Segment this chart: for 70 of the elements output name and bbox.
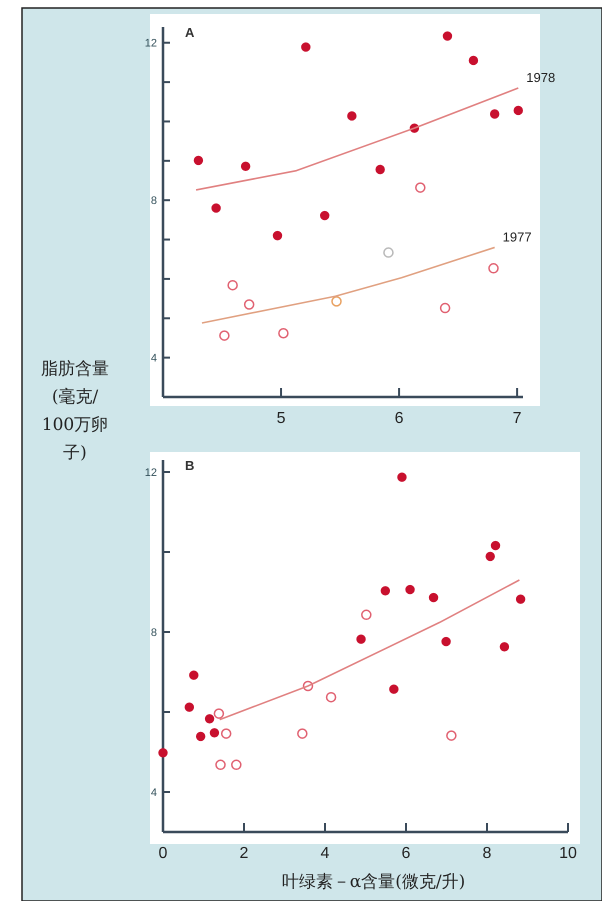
point bbox=[272, 230, 282, 240]
x-tick-label: 4 bbox=[320, 845, 330, 862]
point bbox=[231, 760, 242, 770]
point bbox=[278, 328, 289, 338]
x-tick-label: 8 bbox=[482, 845, 492, 862]
point bbox=[415, 182, 426, 193]
point bbox=[490, 540, 500, 550]
series-label: 1977 bbox=[502, 229, 532, 244]
point bbox=[158, 748, 168, 758]
point bbox=[240, 162, 250, 172]
point bbox=[514, 106, 523, 116]
point bbox=[244, 299, 254, 310]
x-tick-label: 0 bbox=[158, 845, 168, 862]
point bbox=[361, 610, 372, 620]
point bbox=[397, 472, 407, 482]
point bbox=[215, 760, 226, 770]
point bbox=[347, 111, 357, 121]
point bbox=[468, 56, 478, 66]
point bbox=[446, 730, 457, 741]
point bbox=[189, 670, 198, 680]
point bbox=[375, 164, 385, 174]
x-tick-label: 10 bbox=[559, 845, 577, 862]
y-axis-title: 脂肪含量(毫克/100万卵子) bbox=[41, 359, 109, 463]
point bbox=[440, 302, 450, 314]
point bbox=[210, 728, 220, 738]
x-tick-label: 7 bbox=[512, 410, 522, 427]
line-series bbox=[195, 87, 520, 191]
x-tick-label: 6 bbox=[394, 410, 404, 427]
y-tick-label: 4 bbox=[150, 352, 157, 365]
series-label: 1978 bbox=[526, 70, 556, 86]
point bbox=[428, 592, 438, 602]
point bbox=[486, 552, 495, 562]
point bbox=[389, 684, 399, 694]
point bbox=[500, 642, 510, 652]
point bbox=[380, 586, 390, 596]
x-tick-label: 5 bbox=[276, 410, 286, 427]
annotation: A bbox=[185, 25, 195, 40]
point bbox=[442, 31, 452, 41]
x-axis-title: 叶绿素－α含量(微克/升) bbox=[282, 872, 466, 892]
y-tick-label: 8 bbox=[150, 627, 157, 639]
point bbox=[488, 263, 499, 274]
point bbox=[227, 280, 238, 290]
y-tick-label: 4 bbox=[150, 787, 157, 799]
x-tick-label: 2 bbox=[240, 845, 249, 862]
line-series bbox=[201, 246, 496, 324]
point bbox=[331, 296, 342, 307]
point bbox=[516, 594, 526, 604]
y-tick-label: 8 bbox=[150, 195, 157, 208]
point bbox=[219, 330, 230, 341]
point bbox=[220, 728, 232, 739]
y-tick-label: 12 bbox=[144, 38, 157, 50]
point bbox=[405, 584, 415, 594]
point bbox=[326, 692, 336, 702]
point bbox=[204, 714, 214, 724]
point bbox=[301, 42, 311, 52]
point bbox=[302, 680, 314, 692]
point bbox=[196, 732, 206, 742]
point bbox=[383, 247, 394, 258]
point bbox=[211, 203, 221, 213]
point bbox=[184, 702, 194, 712]
point bbox=[320, 210, 330, 220]
point bbox=[214, 708, 224, 719]
point bbox=[490, 109, 500, 119]
annotation: B bbox=[185, 458, 194, 473]
point bbox=[297, 728, 308, 739]
point bbox=[356, 634, 366, 644]
y-tick-label: 12 bbox=[144, 467, 157, 479]
point bbox=[441, 636, 451, 646]
point bbox=[194, 156, 204, 166]
x-tick-label: 6 bbox=[402, 845, 411, 862]
